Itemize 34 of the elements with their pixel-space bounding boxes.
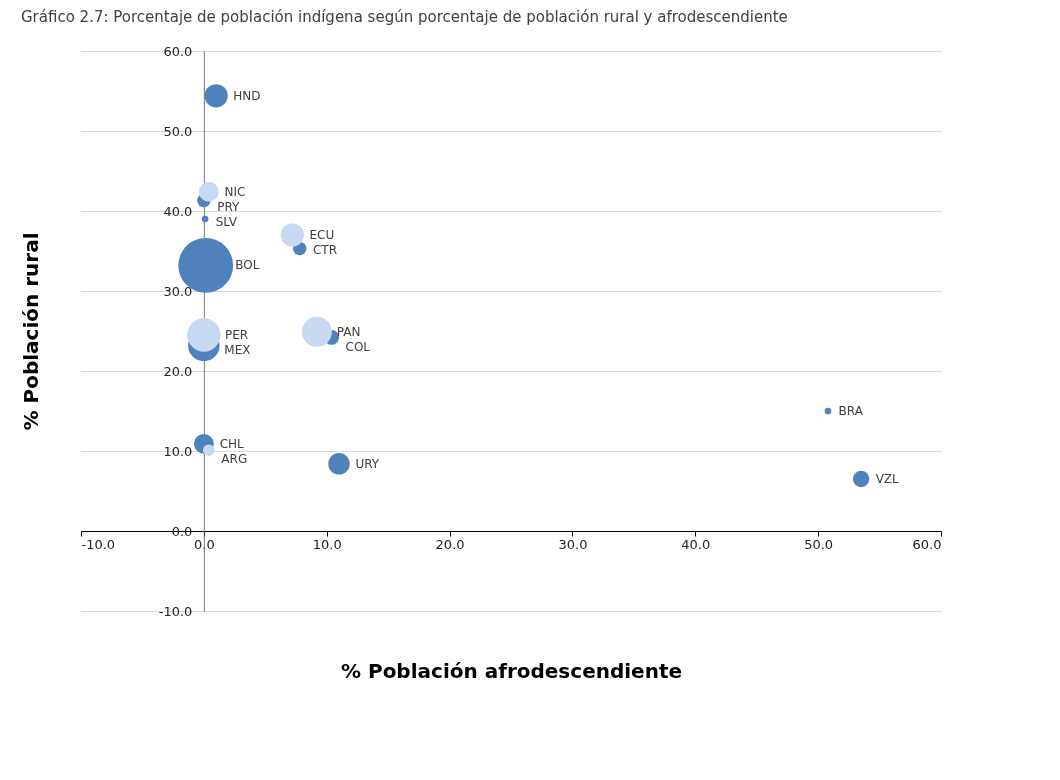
- annotation: URY: [355, 456, 380, 471]
- annotation: BRA: [838, 404, 864, 418]
- y-tick-label: 10.0: [163, 443, 193, 459]
- x-tick-label: 10.0: [312, 536, 342, 552]
- y-tick-label: 30.0: [163, 283, 193, 299]
- annotation: PAN: [336, 324, 361, 339]
- annotation: NIC: [224, 184, 246, 199]
- x-tick-label: 0.0: [194, 536, 215, 552]
- annotation: VZL: [875, 472, 900, 486]
- x-tick-label: -10.0: [81, 536, 116, 552]
- y-tick-label: 40.0: [163, 203, 193, 219]
- annotation: BOL: [235, 258, 260, 273]
- annotation: COL: [345, 339, 371, 354]
- annotation: ECU: [309, 228, 335, 242]
- annotation: MEX: [224, 343, 251, 357]
- x-tick-label: 60.0: [912, 536, 942, 552]
- annotation: PRY: [217, 199, 240, 214]
- chart-title: Gráfico 2.7: Porcentaje de población indígena según porcentaje de población rural y afrodescendiente: [21, 8, 788, 26]
- annotation: PER: [225, 328, 249, 342]
- annotation: ARG: [221, 451, 248, 466]
- annotation: SLV: [215, 214, 238, 229]
- annotation: CHL: [219, 436, 245, 451]
- y-tick-label: 60.0: [163, 43, 193, 59]
- y-axis-title: % Población rural: [18, 232, 43, 431]
- y-tick-label: -10.0: [158, 603, 193, 619]
- annotation: HND: [233, 88, 261, 103]
- y-tick-label: 50.0: [163, 123, 193, 139]
- x-tick-label: 50.0: [804, 536, 834, 552]
- x-tick-label: 20.0: [435, 536, 465, 552]
- x-tick-label: 40.0: [681, 536, 711, 552]
- x-axis-title: % Población afrodescendiente: [340, 658, 683, 683]
- annotation: CTR: [312, 243, 338, 257]
- y-tick-label: 20.0: [163, 363, 193, 379]
- x-tick-label: 30.0: [558, 536, 588, 552]
